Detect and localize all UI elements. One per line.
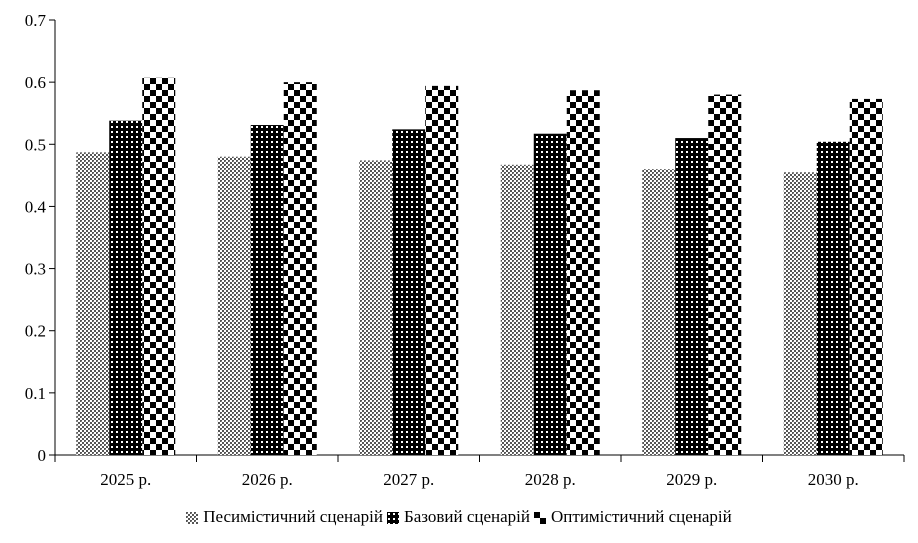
x-tick-label: 2026 р. [242, 470, 293, 489]
bar [708, 94, 742, 456]
bar [217, 156, 251, 455]
bar [675, 138, 709, 456]
x-tick-label: 2028 р. [525, 470, 576, 489]
y-tick-label: 0.2 [25, 322, 46, 341]
bar [816, 141, 850, 456]
bar [533, 133, 567, 455]
axes [49, 19, 905, 462]
x-tick-label: 2025 р. [100, 470, 151, 489]
bar [142, 77, 176, 456]
legend-swatch [386, 512, 399, 525]
y-tick-label: 0.3 [25, 260, 46, 279]
bar [76, 152, 110, 455]
bar [283, 82, 317, 456]
y-tick-label: 0.7 [25, 11, 47, 30]
axis-labels: 0 0.1 0.2 0.3 0.4 0.5 0.6 0.7 2025 р. 2026 р. 2027… [25, 11, 859, 489]
y-tick-label: 0.6 [25, 73, 46, 92]
legend-item: Оптимістичний сценарій [534, 507, 732, 527]
legend-item: Базовий сценарій [386, 507, 531, 527]
y-tick-label: 0.1 [25, 384, 46, 403]
x-tick-label: 2030 р. [808, 470, 859, 489]
y-tick-label: 0 [38, 446, 47, 465]
x-tick-label: 2027 р. [383, 470, 434, 489]
bar-chart: 0 0.1 0.2 0.3 0.4 0.5 0.6 0.7 2025 р. 2026 р. 2027… [25, 11, 905, 489]
legend-swatch [534, 512, 547, 525]
bar [500, 164, 534, 456]
bars [76, 77, 883, 456]
bar [359, 160, 393, 455]
legend-item: Песимістичний сценарій [186, 507, 383, 527]
legend-label: Оптимістичний сценарій [551, 507, 732, 526]
x-tick-label: 2029 р. [666, 470, 717, 489]
bar [642, 169, 676, 455]
legend: Песимістичний сценарій Базовий сценарій Оп… [0, 507, 918, 527]
bar [392, 129, 426, 455]
bar [109, 120, 143, 456]
legend-label: Песимістичний сценарій [203, 507, 383, 526]
y-tick-label: 0.4 [25, 197, 47, 216]
bar [425, 85, 459, 455]
legend-label: Базовий сценарій [403, 507, 531, 526]
bar [849, 98, 883, 456]
legend-swatch [186, 512, 199, 525]
y-tick-label: 0.5 [25, 135, 46, 154]
bar [566, 90, 600, 455]
bar [783, 172, 817, 455]
bar [250, 125, 284, 456]
